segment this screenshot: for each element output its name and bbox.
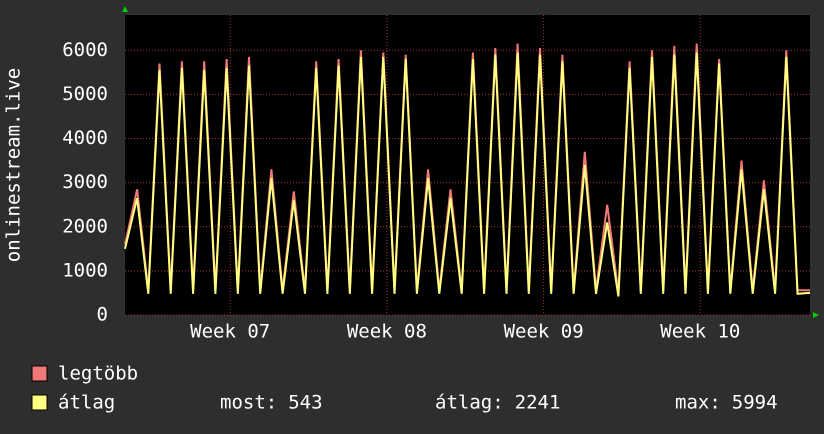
stat-value: 5994 bbox=[732, 392, 778, 414]
x-tick-label: Week 07 bbox=[190, 321, 270, 343]
axis-arrow bbox=[122, 6, 128, 12]
x-tick-label: Week 09 bbox=[504, 321, 584, 343]
y-tick-label: 4000 bbox=[62, 127, 108, 149]
legend-swatch bbox=[31, 365, 48, 382]
legend-label: legtöbb bbox=[58, 363, 138, 385]
series-line bbox=[124, 52, 811, 297]
stat-label: most: bbox=[220, 392, 277, 414]
x-tick-label: Week 10 bbox=[660, 321, 740, 343]
y-tick-label: 2000 bbox=[62, 215, 108, 237]
stat-label: max: bbox=[675, 392, 721, 414]
y-tick-label: 3000 bbox=[62, 171, 108, 193]
y-axis-label: onlinestream.live bbox=[3, 68, 25, 262]
stat-value: 2241 bbox=[515, 392, 561, 414]
legend-swatch bbox=[31, 394, 48, 411]
axis-arrow bbox=[813, 312, 819, 318]
y-tick-label: 5000 bbox=[62, 83, 108, 105]
legend-label: átlag bbox=[58, 392, 115, 414]
y-tick-label: 6000 bbox=[62, 39, 108, 61]
y-tick-label: 0 bbox=[97, 304, 108, 326]
stat-value: 543 bbox=[288, 392, 322, 414]
x-tick-label: Week 08 bbox=[347, 321, 427, 343]
stat-label: átlag: bbox=[435, 392, 504, 414]
y-tick-label: 1000 bbox=[62, 259, 108, 281]
